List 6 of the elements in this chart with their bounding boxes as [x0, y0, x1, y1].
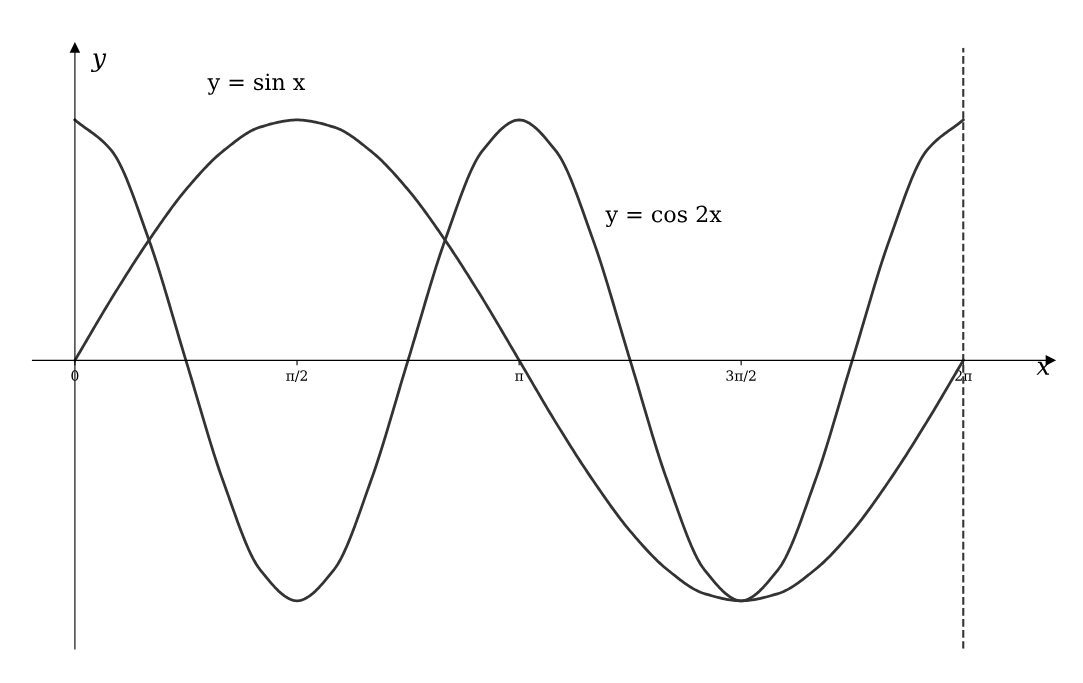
x-tick-label: π: [515, 373, 524, 381]
x-tick-label: 3π/2: [726, 370, 756, 382]
text: y = sin x: [207, 73, 306, 95]
annotation: y = cos 2x: [605, 205, 722, 228]
x-tick-label: π/2: [286, 370, 307, 382]
y-axis-title: y: [90, 53, 107, 73]
